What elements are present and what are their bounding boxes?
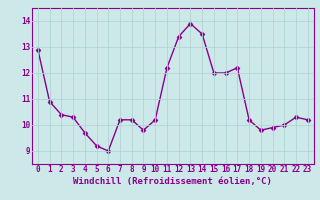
- X-axis label: Windchill (Refroidissement éolien,°C): Windchill (Refroidissement éolien,°C): [73, 177, 272, 186]
